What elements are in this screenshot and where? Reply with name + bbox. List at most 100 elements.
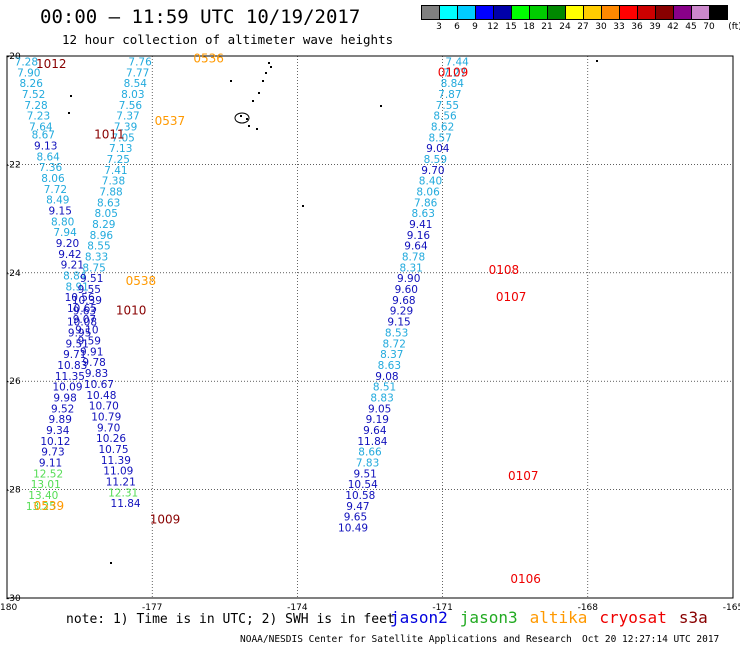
wave-height-value: 9.70 (97, 422, 120, 434)
scale-tick-label: 27 (577, 22, 589, 32)
wave-height-value: 10.67 (84, 379, 114, 391)
wave-height-value: 8.33 (85, 252, 108, 264)
wave-height-value: 8.56 (433, 111, 457, 123)
wave-height-value: 10.56 (65, 292, 95, 304)
wave-height-value: 9.21 (61, 260, 84, 272)
wave-height-value: 12.52 (33, 468, 63, 480)
wave-height-value: 8.62 (431, 121, 454, 133)
footer-note: note: 1) Time is in UTC; 2) SWH is in fe… (66, 612, 395, 627)
wave-height-value: 8.63 (97, 197, 120, 209)
pass-time-label: 0538 (126, 274, 157, 288)
wave-height-value: 11.84 (357, 436, 387, 448)
wave-height-value: 7.88 (99, 187, 122, 199)
island (302, 205, 304, 207)
wave-height-value: 11.35 (55, 371, 85, 383)
wave-height-value: 8.03 (121, 89, 144, 101)
wave-height-value: 9.71 (63, 349, 86, 361)
wave-height-value: 8.96 (90, 230, 114, 242)
wave-height-value: 7.28 (15, 56, 38, 68)
wave-height-value: 8.84 (63, 271, 87, 283)
wave-height-value: 9.51 (353, 468, 376, 480)
wave-height-value: 9.64 (404, 241, 428, 253)
wave-height-value: 8.05 (95, 208, 118, 220)
wave-height-value: 9.90 (397, 273, 420, 285)
island (230, 80, 232, 82)
wave-height-value: 9.08 (375, 371, 398, 383)
pass-time-label: 0108 (489, 263, 520, 277)
wave-height-value: 7.77 (126, 67, 149, 79)
wave-height-value: 9.65 (344, 512, 367, 524)
wave-height-value: 7.36 (39, 162, 63, 174)
wave-height-value: 8.83 (370, 392, 393, 404)
wave-height-value: 7.44 (445, 56, 469, 68)
scale-tick-label: 9 (472, 22, 478, 32)
wave-height-value: 9.16 (407, 230, 431, 242)
wave-height-value: 7.52 (22, 89, 45, 101)
wave-height-value: 8.31 (399, 262, 422, 274)
wave-height-value: 9.19 (366, 414, 389, 426)
scale-tick-label: 30 (595, 22, 607, 32)
scale-tick-label: 21 (541, 22, 553, 32)
wave-height-value: 7.23 (27, 111, 50, 123)
wave-height-value: 7.38 (102, 176, 125, 188)
wave-height-value: 8.54 (124, 78, 148, 90)
wave-height-value: 10.26 (96, 433, 126, 445)
pass-time-label: 1009 (150, 512, 181, 526)
wave-height-value: 9.51 (80, 273, 103, 285)
pass-time-label: 0536 (193, 52, 224, 66)
lat-tick-label: -30 (6, 594, 21, 604)
wave-height-value: 8.91 (65, 281, 88, 293)
wave-height-value: 12.31 (108, 487, 138, 499)
wave-height-value: 9.91 (80, 346, 103, 358)
satellite-legend: jason2 jason3 altika cryosat s3a (390, 608, 720, 627)
lon-tick-label: -177 (142, 603, 162, 613)
wave-height-value: 8.80 (51, 216, 74, 228)
wave-height-value: 10.54 (348, 479, 378, 491)
wave-height-value: 10.75 (98, 444, 128, 456)
island (265, 72, 267, 74)
wave-height-value: 7.72 (44, 184, 67, 196)
lon-tick-label: -168 (578, 603, 599, 613)
pass-time-label: 0107 (496, 290, 527, 304)
wave-height-value: 9.60 (395, 284, 418, 296)
wave-height-value: 7.13 (109, 143, 132, 155)
pass-time-label: 1012 (36, 57, 67, 71)
map-grid (6, 55, 734, 599)
wave-height-value: 7.25 (107, 154, 130, 166)
wave-height-value: 7.55 (436, 100, 459, 112)
scale-tick-label: 15 (505, 22, 517, 32)
island (262, 80, 264, 82)
land-islands (68, 60, 598, 564)
satellite-legend-cryosat: cryosat (599, 608, 667, 627)
lat-tick-label: -20 (6, 52, 21, 62)
wave-height-value: 10.58 (345, 490, 375, 502)
wave-height-value: 10.39 (72, 295, 102, 307)
lon-tick-label: -171 (432, 603, 452, 613)
wave-height-value: 10.70 (89, 401, 119, 413)
scale-tick-label: 33 (613, 22, 625, 32)
wave-height-value: 9.15 (387, 317, 410, 329)
scale-unit-label: (ft) (728, 22, 740, 32)
wave-height-value: 7.41 (104, 165, 127, 177)
island (252, 100, 254, 102)
pass-time-label: 1011 (94, 128, 125, 142)
wave-height-value: 8.26 (20, 78, 44, 90)
wave-height-value: 9.07 (73, 314, 96, 326)
wave-height-value: 11.84 (111, 498, 141, 510)
map-frame (6, 55, 734, 599)
lon-tick-label: -180 (0, 603, 17, 613)
wave-height-value: 8.63 (412, 208, 435, 220)
scale-tick-label: 6 (454, 22, 460, 32)
wave-height-value: 7.05 (111, 132, 134, 144)
island (270, 66, 272, 68)
wave-height-value: 10.49 (338, 523, 368, 535)
wave-height-value: 9.89 (49, 414, 72, 426)
wave-height-value: 8.29 (92, 219, 115, 231)
wave-height-value: 9.55 (78, 284, 101, 296)
wave-height-value: 9.05 (368, 403, 391, 415)
satellite-legend-jason2: jason2 (390, 608, 448, 627)
island (110, 562, 112, 564)
scale-tick-label: 45 (685, 22, 697, 32)
lat-tick-label: -26 (6, 377, 21, 387)
island (68, 112, 70, 114)
